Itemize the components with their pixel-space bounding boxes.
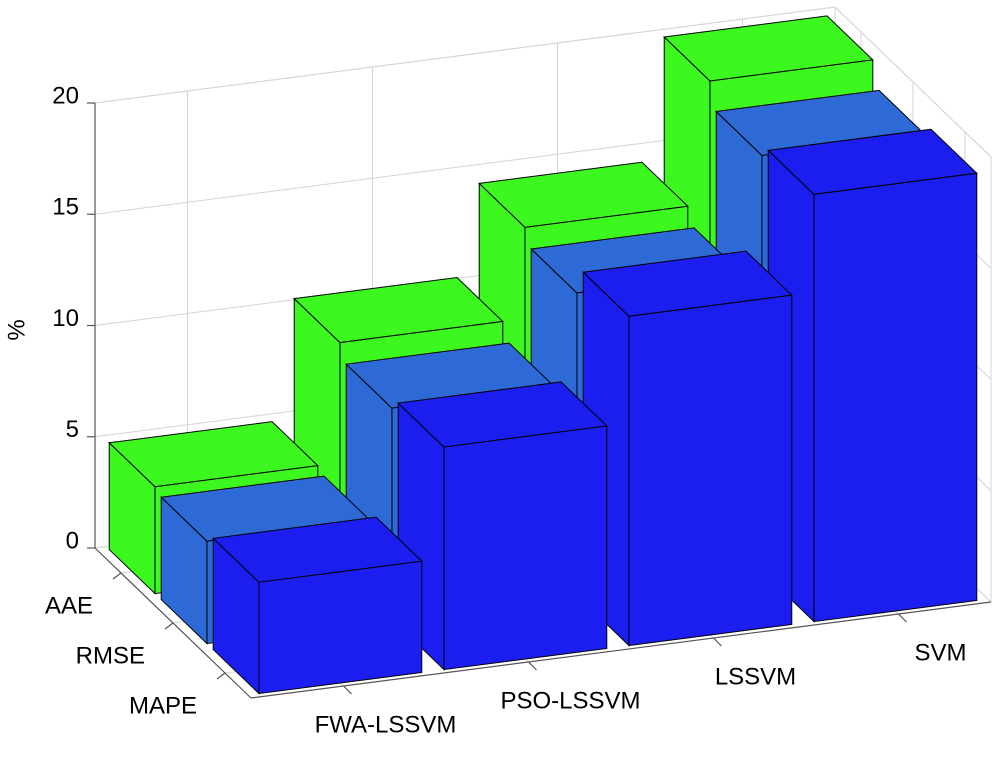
x-tick-label: PSO-LSSVM: [500, 687, 640, 714]
bar: [767, 128, 978, 623]
bar: [582, 250, 793, 647]
series-tick: [164, 622, 174, 630]
x-tick: [528, 661, 537, 671]
series-label: AAE: [45, 592, 93, 619]
bar: [397, 381, 608, 671]
x-tick: [343, 685, 352, 695]
axis-box: [834, 6, 992, 158]
y-tick-label: 20: [52, 82, 79, 109]
y-tick-label: 5: [66, 416, 79, 443]
y-tick-label: 10: [52, 305, 79, 332]
x-axis: [250, 601, 992, 699]
series-label: RMSE: [76, 642, 145, 669]
bar-front-face: [258, 560, 423, 695]
bar-front-face: [628, 294, 793, 647]
x-tick-label: SVM: [914, 639, 966, 666]
axis-box: [94, 6, 836, 104]
bar: [212, 516, 423, 695]
series-label: MAPE: [129, 692, 197, 719]
x-tick-label: LSSVM: [715, 663, 796, 690]
y-tick-label: 0: [66, 527, 79, 554]
series-tick: [216, 672, 226, 680]
y-tick-label: 15: [52, 194, 79, 221]
bar-front-face: [443, 425, 608, 671]
x-tick: [898, 613, 907, 623]
x-tick: [713, 637, 722, 647]
y-axis-label: %: [3, 319, 30, 340]
series-tick: [112, 572, 122, 580]
bar-front-face: [813, 172, 978, 623]
x-tick-label: FWA-LSSVM: [315, 711, 457, 738]
